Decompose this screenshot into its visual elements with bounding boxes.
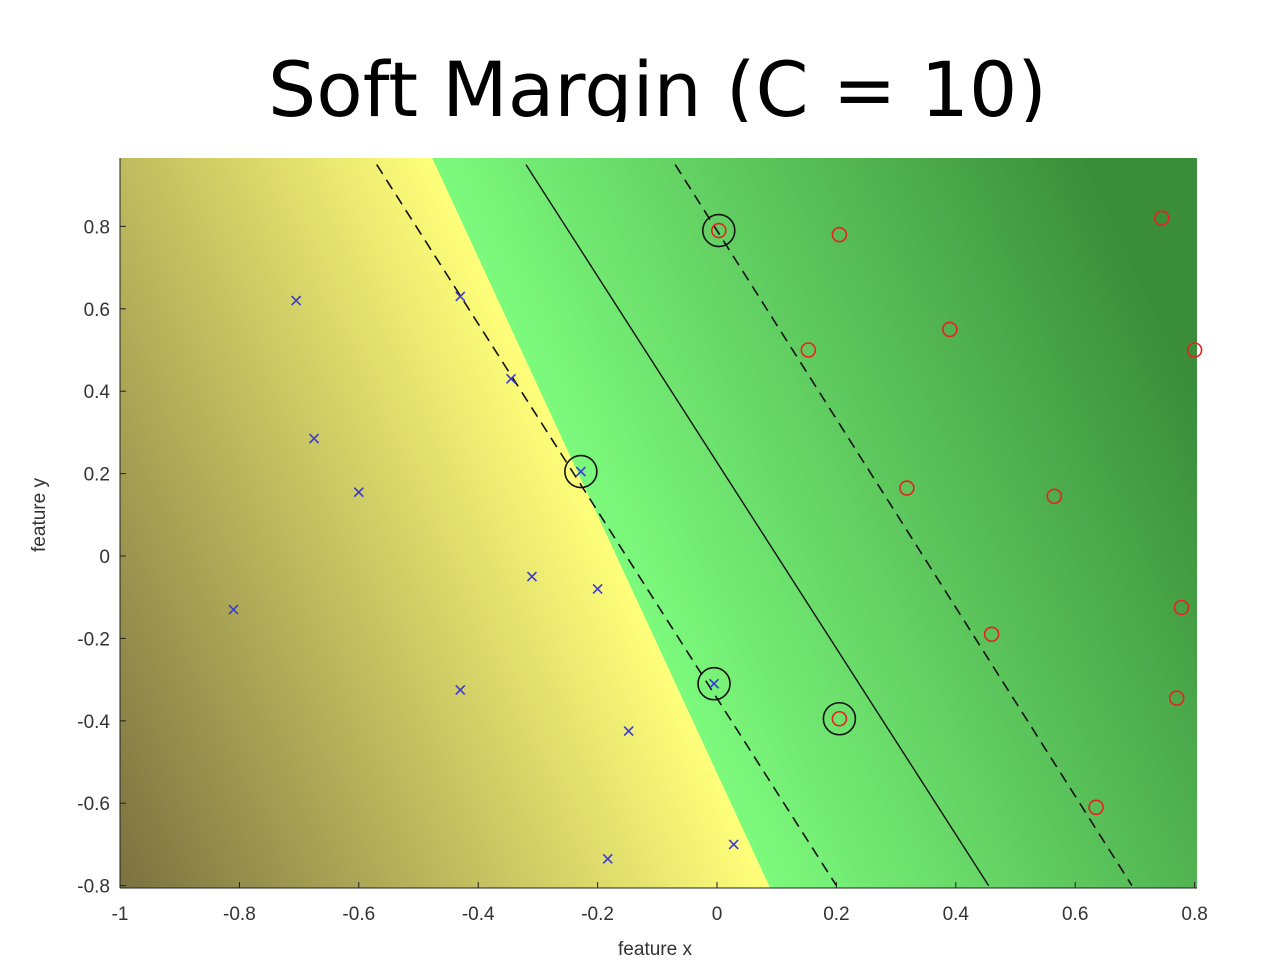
circle-marker-point bbox=[983, 626, 1000, 643]
series-positive-class bbox=[710, 210, 1203, 816]
plot-area bbox=[119, 158, 1203, 889]
x-marker-point bbox=[505, 373, 517, 384]
slide-title: Soft Margin (C = 10) bbox=[268, 45, 1047, 122]
y-tick-label: 0.8 bbox=[84, 217, 110, 238]
circle-marker-point bbox=[710, 222, 727, 239]
series-negative-class bbox=[228, 291, 739, 864]
decision-background bbox=[120, 158, 1197, 888]
y-tick-label: 0.6 bbox=[84, 300, 110, 321]
x-tick-label: 0 bbox=[712, 904, 723, 925]
circle-marker-point bbox=[1173, 599, 1190, 616]
x-tick-label: 0.2 bbox=[823, 904, 849, 925]
margin-line-negative bbox=[376, 164, 838, 887]
y-axis-label: feature y bbox=[29, 478, 50, 552]
circle-marker-point bbox=[1186, 342, 1203, 358]
y-tick-label: -0.8 bbox=[77, 877, 110, 898]
x-tick-label: -0.8 bbox=[223, 904, 256, 925]
x-marker-point bbox=[455, 291, 466, 302]
y-axis: -0.8 -0.6 -0.4 -0.2 0 0.2 0.4 0.6 0.8 bbox=[77, 217, 126, 898]
support-vectors bbox=[564, 213, 857, 736]
x-marker-point bbox=[353, 487, 364, 498]
y-tick-label: 0.4 bbox=[84, 382, 111, 403]
y-tick-label: 0.2 bbox=[84, 465, 110, 486]
x-marker-point bbox=[455, 684, 466, 695]
x-tick-label: -0.4 bbox=[462, 904, 495, 925]
y-tick-label: -0.4 bbox=[77, 712, 110, 733]
x-axis-label: feature x bbox=[618, 939, 692, 960]
circle-marker-point bbox=[1153, 210, 1170, 226]
support-vector-ring bbox=[822, 701, 857, 736]
circle-marker-point bbox=[1168, 690, 1185, 706]
x-marker-point bbox=[291, 295, 302, 306]
x-marker-point bbox=[308, 433, 320, 444]
circle-marker-point bbox=[800, 342, 817, 358]
decision-boundary-line bbox=[525, 164, 990, 886]
circle-marker-point bbox=[1046, 488, 1063, 505]
y-tick-label: 0 bbox=[99, 547, 110, 568]
x-tick-label: 0.6 bbox=[1062, 904, 1088, 925]
x-marker-point bbox=[728, 839, 739, 850]
x-marker-point bbox=[228, 604, 239, 615]
x-tick-label: -0.6 bbox=[342, 904, 375, 925]
x-marker-point bbox=[575, 466, 586, 477]
x-tick-label: -0.2 bbox=[581, 904, 614, 925]
x-axis: -1 -0.8 -0.6 -0.4 -0.2 0 0.2 0.4 0.6 0.8 bbox=[112, 882, 1208, 925]
x-marker-point bbox=[526, 571, 537, 582]
x-marker-point bbox=[708, 678, 720, 689]
circle-marker-point bbox=[831, 710, 848, 727]
y-tick-label: -0.2 bbox=[77, 629, 110, 650]
x-marker-point bbox=[592, 583, 603, 595]
margin-line-positive bbox=[674, 164, 1133, 887]
support-vector-ring bbox=[701, 213, 736, 248]
circle-marker-point bbox=[1088, 799, 1104, 816]
circle-marker-point bbox=[831, 226, 848, 243]
circle-marker-point bbox=[899, 480, 915, 496]
circle-marker-point bbox=[942, 321, 958, 338]
x-tick-label: 0.4 bbox=[943, 904, 970, 925]
x-marker-point bbox=[602, 853, 613, 864]
support-vector-ring bbox=[564, 454, 598, 489]
x-tick-label: 0.8 bbox=[1181, 904, 1207, 925]
x-tick-label: -1 bbox=[112, 904, 129, 925]
y-tick-label: -0.6 bbox=[77, 794, 110, 815]
support-vector-ring bbox=[697, 666, 731, 701]
boundary-lines bbox=[376, 164, 1133, 887]
x-marker-point bbox=[623, 726, 634, 737]
